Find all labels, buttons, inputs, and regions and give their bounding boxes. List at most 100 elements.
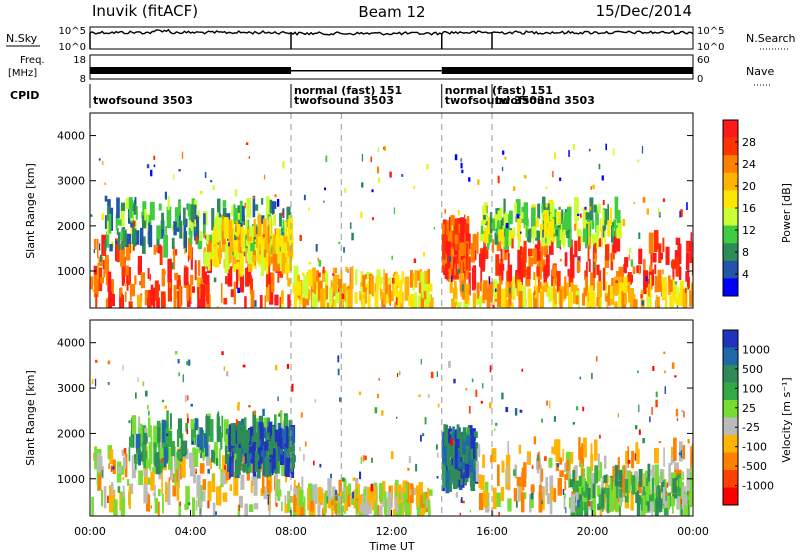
- echo-cell: [612, 230, 617, 254]
- echo-cell: [543, 264, 547, 284]
- echo-cell: [193, 470, 196, 484]
- echo-speck: [453, 256, 457, 264]
- echo-cell: [596, 485, 601, 497]
- echo-cell: [570, 282, 574, 292]
- echo-speck: [221, 351, 224, 356]
- echo-speck: [647, 278, 650, 284]
- echo-cell: [570, 451, 574, 464]
- noise-sky-line: [89, 28, 694, 36]
- echo-cell: [602, 216, 606, 238]
- echo-cell: [385, 273, 388, 295]
- echo-speck: [122, 364, 124, 371]
- colorbar-tick-label: 500: [742, 363, 763, 376]
- echo-cell: [290, 219, 293, 243]
- echo-speck: [128, 420, 131, 424]
- echo-cell: [424, 283, 429, 306]
- echo-speck: [274, 194, 277, 198]
- echo-cell: [157, 244, 162, 254]
- echo-speck: [408, 456, 411, 463]
- colorbar-tick-label: 28: [742, 136, 756, 149]
- echo-cell: [287, 294, 291, 308]
- echo-cell: [651, 269, 654, 286]
- echo-cell: [669, 295, 674, 308]
- echo-cell: [154, 246, 159, 253]
- echo-speck: [107, 382, 110, 385]
- echo-cell: [166, 410, 169, 432]
- echo-cell: [257, 244, 260, 261]
- echo-cell: [211, 232, 214, 253]
- echo-cell: [566, 207, 572, 230]
- echo-cell: [270, 273, 275, 292]
- noise-trace: [89, 28, 694, 49]
- echo-cell: [538, 451, 540, 469]
- echo-cell: [226, 246, 230, 270]
- echo-cell: [500, 248, 503, 263]
- echo-cell: [595, 211, 599, 233]
- echo-cell: [627, 446, 629, 468]
- echo-speck: [195, 468, 197, 473]
- echo-speck: [267, 494, 270, 497]
- echo-cell: [654, 275, 658, 293]
- echo-cell: [509, 231, 515, 239]
- echo-cell: [233, 257, 236, 273]
- echo-speck: [282, 161, 285, 169]
- echo-speck: [101, 161, 104, 166]
- echo-cell: [482, 454, 485, 468]
- echo-speck: [378, 378, 380, 381]
- echo-cell: [664, 490, 667, 510]
- echo-cell: [492, 487, 497, 510]
- echo-cell: [417, 270, 421, 281]
- echo-cell: [597, 503, 601, 511]
- echo-cell: [148, 290, 152, 308]
- y-tick-label: 1000: [57, 473, 85, 486]
- echo-cell: [200, 490, 206, 502]
- echo-speck: [626, 461, 628, 464]
- echo-speck: [544, 456, 547, 461]
- x-tick-label: 04:00: [175, 525, 207, 538]
- echo-speck: [640, 294, 643, 299]
- echo-speck: [104, 195, 108, 202]
- echo-speck: [184, 395, 187, 403]
- echo-cell: [590, 443, 593, 459]
- echo-cell: [274, 455, 279, 473]
- echo-cell: [148, 441, 153, 465]
- echo-speck: [299, 447, 301, 452]
- echo-cell: [594, 252, 597, 263]
- echo-speck: [664, 386, 666, 394]
- echo-cell: [203, 252, 209, 267]
- echo-speck: [396, 416, 398, 419]
- echo-cell: [236, 265, 239, 289]
- echo-cell: [272, 425, 275, 448]
- echo-cell: [159, 438, 162, 448]
- echo-cell: [202, 479, 206, 491]
- echo-cell: [595, 205, 598, 222]
- echo-cell: [268, 440, 273, 455]
- echo-cell: [316, 270, 319, 282]
- echo-speck: [680, 209, 683, 218]
- echo-cell: [159, 447, 164, 460]
- echo-cell: [225, 445, 228, 464]
- echo-cell: [274, 488, 277, 506]
- echo-speck: [174, 351, 178, 355]
- echo-cell: [161, 212, 165, 230]
- echo-speck: [565, 507, 567, 514]
- echo-cell: [389, 284, 392, 306]
- echo-cell: [614, 196, 619, 219]
- echo-cell: [652, 252, 657, 263]
- echo-cell: [673, 286, 677, 302]
- echo-cell: [328, 497, 332, 509]
- echo-cell: [172, 473, 177, 483]
- echo-cell: [420, 507, 425, 516]
- echo-speck: [107, 495, 109, 503]
- echo-cell: [277, 229, 280, 252]
- echo-speck: [195, 236, 198, 242]
- echo-cell: [556, 227, 561, 248]
- echo-speck: [641, 146, 644, 154]
- echo-cell: [398, 503, 403, 516]
- echo-speck: [383, 147, 385, 150]
- echo-speck: [646, 208, 649, 215]
- echo-speck: [629, 248, 632, 254]
- noise-right-tick-bottom: 10^0: [697, 42, 724, 53]
- echo-cell: [234, 208, 238, 223]
- echo-cell: [176, 429, 180, 448]
